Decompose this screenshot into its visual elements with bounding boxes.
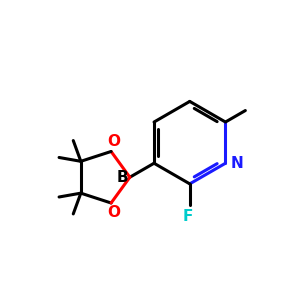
Text: N: N [231,156,244,171]
Text: B: B [117,170,128,185]
Text: F: F [183,208,194,224]
Text: O: O [107,206,120,220]
Text: O: O [107,134,120,149]
